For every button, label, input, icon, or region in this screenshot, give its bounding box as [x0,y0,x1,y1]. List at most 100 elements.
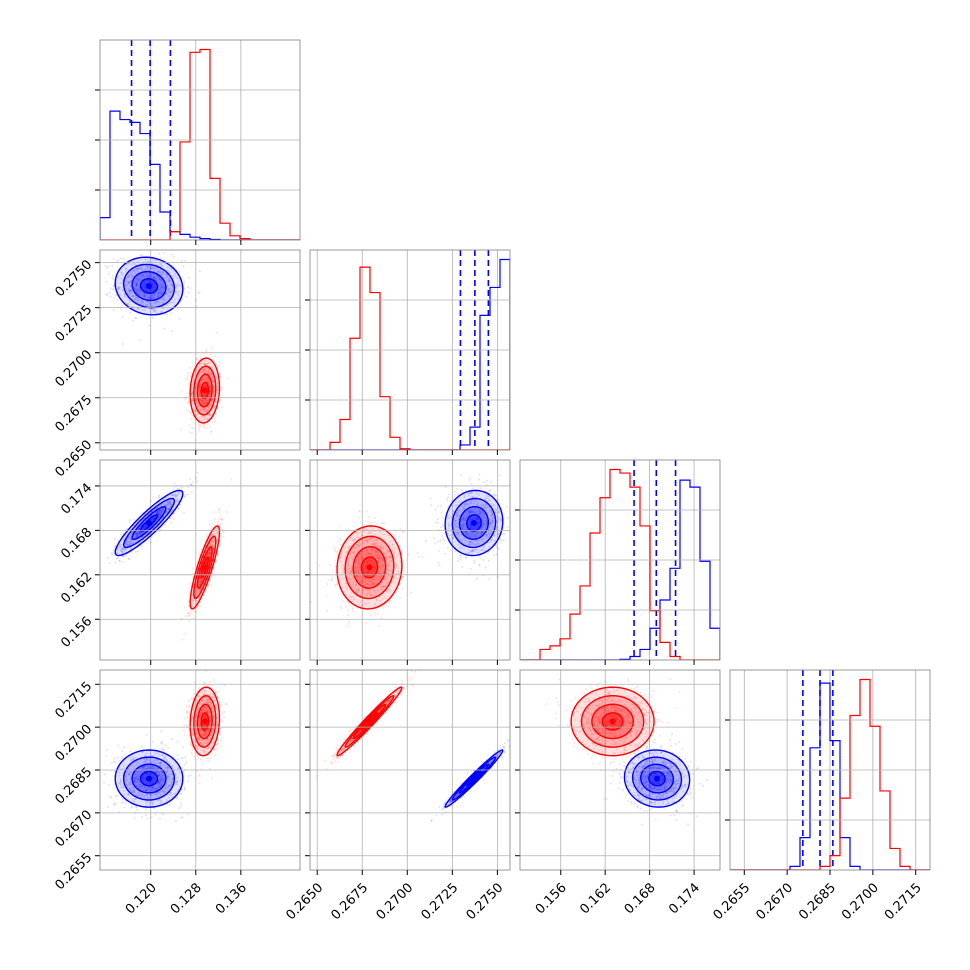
scatter-point [478,534,481,537]
scatter-point [209,431,212,434]
scatter-point [208,386,211,389]
scatter-point [170,268,173,271]
scatter-point [116,551,119,554]
scatter-point [192,427,195,430]
scatter-point [207,554,210,557]
scatter-point [204,411,207,414]
scatter-point [138,530,141,533]
scatter-point [192,481,195,484]
scatter-point [345,625,348,628]
scatter-point [469,525,472,528]
scatter-point [166,273,169,276]
scatter-point [473,561,476,564]
scatter-point [470,525,473,528]
scatter-point [332,545,335,548]
scatter-point [134,533,137,536]
scatter-point [198,589,201,592]
scatter-point [136,533,139,536]
scatter-point [166,502,169,505]
scatter-point [165,303,168,306]
scatter-point [163,813,166,816]
scatter-point [144,289,147,292]
scatter-point [132,274,135,277]
scatter-point [151,519,154,522]
scatter-point [208,371,211,374]
scatter-point [479,532,482,535]
scatter-point [124,548,127,551]
scatter-point [122,555,125,558]
scatter-point [140,274,143,277]
scatter-point [167,496,170,499]
scatter-point [196,366,199,369]
scatter-point [144,269,147,272]
scatter-point [146,274,149,277]
scatter-point [204,399,207,402]
scatter-point [211,543,214,546]
scatter-point [446,547,449,550]
scatter-point [188,291,191,294]
scatter-point [121,555,124,558]
scatter-point [209,553,212,556]
scatter-point [113,285,116,288]
scatter-point [134,288,137,291]
scatter-point [146,817,149,820]
scatter-point [204,402,207,405]
scatter-point [441,534,444,537]
scatter-point [199,397,202,400]
scatter-point [468,511,471,514]
scatter-point [401,530,404,533]
scatter-point [211,375,214,378]
scatter-point [128,290,131,293]
scatter-point [201,371,204,374]
scatter-point [213,511,216,514]
scatter-point [159,512,162,515]
scatter-point [127,540,130,543]
scatter-point [482,512,485,515]
scatter-point [156,300,159,303]
scatter-point [172,518,175,521]
scatter-point [150,290,153,293]
scatter-point [205,560,208,563]
scatter-point [206,380,209,383]
scatter-point [133,287,136,290]
scatter-point [215,560,218,563]
scatter-point [137,267,140,270]
scatter-point [197,412,200,415]
scatter-point [209,547,212,550]
scatter-point [112,285,115,288]
scatter-point [129,290,132,293]
scatter-point [199,415,202,418]
scatter-point [149,266,152,269]
scatter-point [491,514,494,517]
scatter-point [208,414,211,417]
scatter-point [474,511,477,514]
scatter-point [211,398,214,401]
scatter-point [448,524,451,527]
scatter-point [136,301,139,304]
scatter-point [178,807,181,810]
scatter-point [175,285,178,288]
scatter-point [467,509,470,512]
scatter-point [153,267,156,270]
scatter-point [122,538,125,541]
scatter-point [135,267,138,270]
scatter-point [169,504,172,507]
panel-frame [99,459,301,661]
scatter-point [187,286,190,289]
scatter-point [457,525,460,528]
scatter-point [212,407,215,410]
scatter-point [407,553,410,556]
scatter-point [458,557,461,560]
scatter-point [209,390,212,393]
scatter-point [212,393,215,396]
scatter-point [467,510,470,513]
scatter-point [171,286,174,289]
scatter-point [136,296,139,299]
scatter-point [176,493,179,496]
scatter-point [466,512,469,515]
scatter-point [172,274,175,277]
scatter-point [220,386,223,389]
scatter-point [153,277,156,280]
scatter-point [192,567,195,570]
scatter-point [155,507,158,510]
